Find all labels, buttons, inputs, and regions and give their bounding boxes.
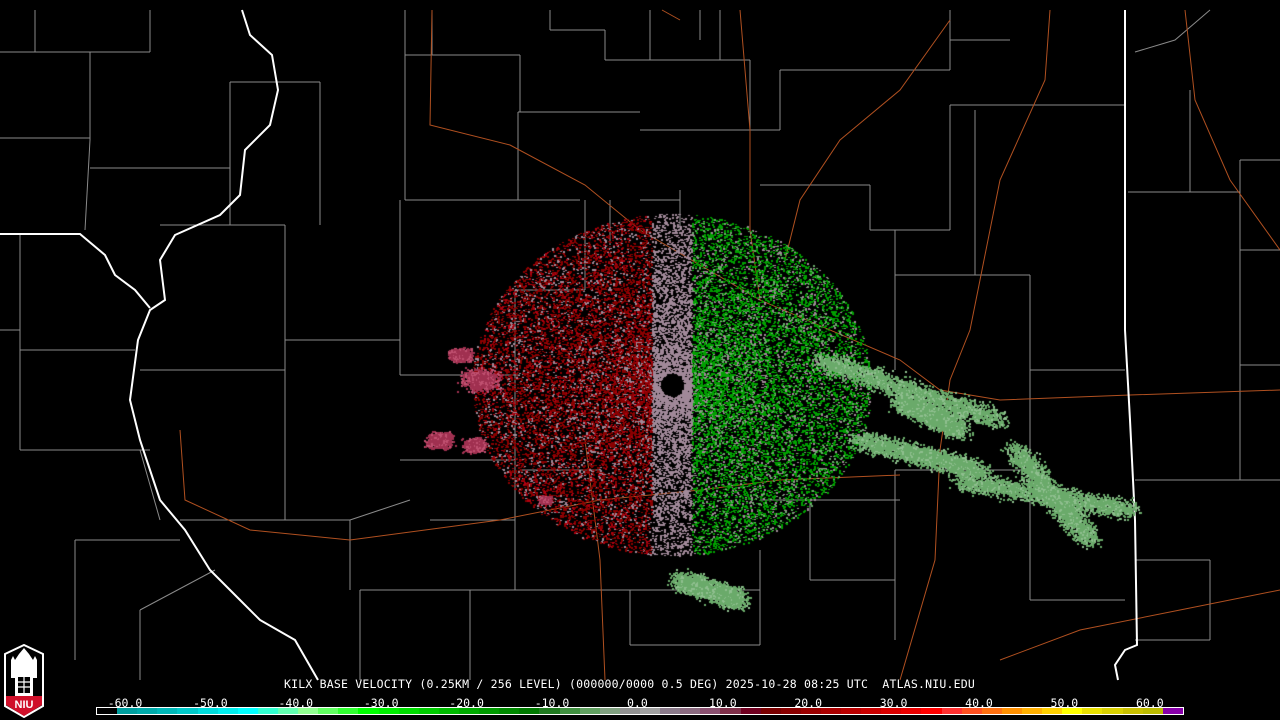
legend-tick-label: -10.0 bbox=[534, 696, 570, 710]
colorbar-swatch bbox=[539, 708, 560, 714]
legend-tick-label: -40.0 bbox=[278, 696, 314, 710]
legend-tick-label: 10.0 bbox=[708, 696, 737, 710]
colorbar-swatch bbox=[378, 708, 399, 714]
colorbar-swatch bbox=[901, 708, 922, 714]
colorbar-swatch bbox=[780, 708, 801, 714]
colorbar-swatch bbox=[418, 708, 439, 714]
legend-tick-label: 30.0 bbox=[879, 696, 908, 710]
colorbar-swatch bbox=[800, 708, 821, 714]
colorbar-swatch bbox=[981, 708, 1002, 714]
colorbar-swatch bbox=[458, 708, 480, 714]
colorbar-swatch bbox=[720, 708, 741, 714]
colorbar-swatch bbox=[1142, 708, 1163, 714]
colorbar-swatch bbox=[1122, 708, 1143, 714]
colorbar-swatch bbox=[1022, 708, 1043, 714]
colorbar-swatch bbox=[257, 708, 278, 714]
legend-tick-label: -30.0 bbox=[363, 696, 399, 710]
colorbar-swatch bbox=[740, 708, 761, 714]
colorbar-swatch bbox=[1162, 708, 1183, 714]
svg-text:NIU: NIU bbox=[15, 699, 34, 711]
colorbar-swatch bbox=[961, 708, 982, 714]
colorbar-swatch bbox=[861, 708, 882, 714]
product-caption: KILX BASE VELOCITY (0.25KM / 256 LEVEL) … bbox=[284, 677, 975, 691]
legend-tick-label: 40.0 bbox=[965, 696, 993, 710]
colorbar-swatch bbox=[841, 708, 862, 714]
legend-tick-label: 0.0 bbox=[627, 696, 648, 710]
legend-ticks: -60.0 -50.0 -40.0 -30.0 -20.0 -10.0 0.0 10.0 20.… bbox=[0, 696, 1280, 710]
colorbar-swatch bbox=[277, 708, 299, 714]
colorbar-swatch bbox=[660, 708, 681, 714]
colorbar-swatch bbox=[499, 708, 520, 714]
colorbar-swatch bbox=[639, 708, 661, 714]
colorbar-swatch bbox=[921, 708, 942, 714]
colorbar-swatch bbox=[1102, 708, 1123, 714]
colorbar-swatch bbox=[338, 708, 359, 714]
velocity-colorbar bbox=[96, 707, 1184, 715]
colorbar-swatch bbox=[298, 708, 319, 714]
colorbar-swatch bbox=[157, 708, 178, 714]
colorbar-swatch bbox=[599, 708, 620, 714]
colorbar-swatch bbox=[137, 708, 158, 714]
colorbar-swatch bbox=[881, 708, 902, 714]
colorbar-swatch bbox=[1001, 708, 1023, 714]
legend-tick-label: 20.0 bbox=[794, 696, 823, 710]
colorbar-swatch bbox=[217, 708, 238, 714]
colorbar-swatch bbox=[941, 708, 962, 714]
colorbar-swatch bbox=[358, 708, 379, 714]
colorbar-swatch bbox=[619, 708, 640, 714]
colorbar-swatch bbox=[1042, 708, 1063, 714]
colorbar-swatch bbox=[479, 708, 500, 714]
colorbar-swatch bbox=[1062, 708, 1083, 714]
colorbar-swatch bbox=[197, 708, 218, 714]
colorbar-swatch bbox=[820, 708, 842, 714]
colorbar-swatch bbox=[318, 708, 339, 714]
legend-tick-label: -60.0 bbox=[107, 696, 143, 710]
colorbar-swatch bbox=[177, 708, 198, 714]
colorbar-swatch bbox=[760, 708, 781, 714]
legend-tick-label: -20.0 bbox=[449, 696, 484, 710]
colorbar-swatch bbox=[519, 708, 540, 714]
colorbar-swatch bbox=[117, 708, 138, 714]
colorbar-swatch bbox=[559, 708, 580, 714]
niu-logo: NIU bbox=[4, 644, 44, 718]
colorbar-swatch bbox=[97, 708, 118, 714]
colorbar-swatch bbox=[237, 708, 258, 714]
colorbar-swatch bbox=[680, 708, 701, 714]
colorbar-swatch bbox=[1082, 708, 1103, 714]
colorbar-swatch bbox=[438, 708, 459, 714]
colorbar-swatch bbox=[398, 708, 419, 714]
colorbar-swatch bbox=[700, 708, 721, 714]
legend-tick-label: 50.0 bbox=[1050, 696, 1079, 710]
colorbar-swatch bbox=[579, 708, 600, 714]
legend-tick-label: -50.0 bbox=[193, 696, 228, 710]
legend-tick-label: 60.0 bbox=[1135, 696, 1164, 710]
